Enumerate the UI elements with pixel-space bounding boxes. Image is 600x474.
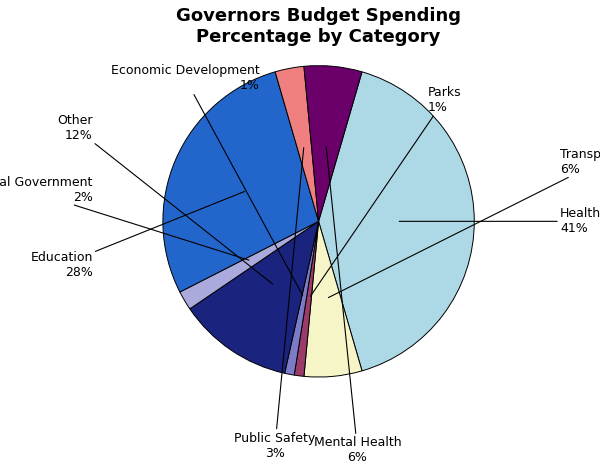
Text: Other
12%: Other 12% — [58, 114, 272, 284]
Title: Governors Budget Spending
Percentage by Category: Governors Budget Spending Percentage by … — [176, 7, 461, 46]
Wedge shape — [275, 66, 319, 221]
Wedge shape — [190, 221, 319, 374]
Text: Health
41%: Health 41% — [399, 207, 600, 235]
Text: General Government
2%: General Government 2% — [0, 176, 249, 260]
Text: Transportion
6%: Transportion 6% — [328, 148, 600, 298]
Text: Education
28%: Education 28% — [31, 191, 245, 279]
Wedge shape — [180, 221, 319, 309]
Text: Parks
1%: Parks 1% — [310, 86, 461, 296]
Wedge shape — [294, 221, 319, 376]
Wedge shape — [304, 65, 362, 221]
Wedge shape — [284, 221, 319, 375]
Text: Economic Development
1%: Economic Development 1% — [110, 64, 302, 295]
Text: Public Safety
3%: Public Safety 3% — [235, 147, 316, 459]
Wedge shape — [163, 72, 319, 292]
Wedge shape — [304, 221, 362, 377]
Text: Mental Health
6%: Mental Health 6% — [314, 146, 401, 464]
Wedge shape — [319, 72, 474, 371]
